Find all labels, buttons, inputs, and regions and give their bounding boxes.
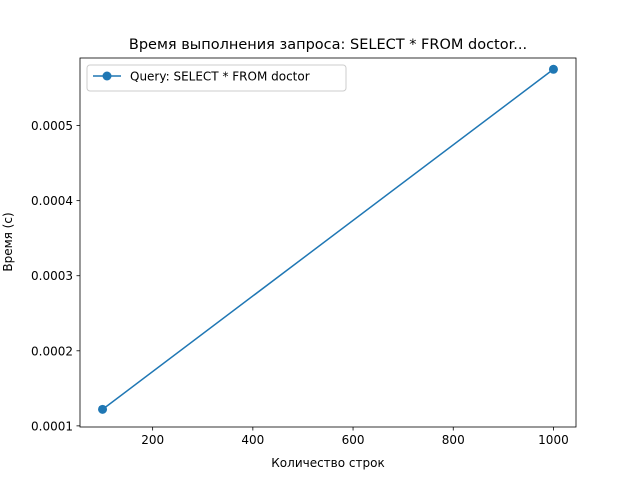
y-axis-label: Время (с) bbox=[1, 212, 15, 271]
x-tick-label: 800 bbox=[442, 433, 465, 447]
series-layer bbox=[98, 64, 558, 414]
data-point bbox=[548, 64, 558, 74]
legend-label: Query: SELECT * FROM doctor bbox=[130, 70, 310, 84]
y-tick-label: 0.0003 bbox=[31, 269, 73, 283]
data-point bbox=[98, 404, 108, 414]
x-tick-label: 600 bbox=[342, 433, 365, 447]
axes-frame bbox=[79, 57, 577, 428]
plot-area: 200 400 600 800 1000 0.00010.00020.00030.000… bbox=[31, 57, 577, 447]
y-tick-label: 0.0001 bbox=[31, 419, 73, 433]
x-tick-label: 400 bbox=[241, 433, 264, 447]
legend-marker-swatch bbox=[102, 71, 112, 81]
series-line bbox=[102, 68, 554, 410]
y-tick-label: 0.0004 bbox=[31, 194, 73, 208]
x-axis-ticks: 200 400 600 800 1000 bbox=[141, 427, 569, 447]
legend-box bbox=[86, 64, 347, 92]
x-tick-label: 1000 bbox=[538, 433, 569, 447]
chart-title: Время выполнения запроса: SELECT * FROM … bbox=[129, 37, 527, 53]
x-tick-label: 200 bbox=[141, 433, 164, 447]
x-axis-label: Количество строк bbox=[271, 456, 384, 470]
y-axis-ticks: 0.0001 0.0002 0.0003 0.0004 0.0005 bbox=[31, 119, 80, 433]
y-tick-label: 0.0002 bbox=[31, 344, 73, 358]
y-tick-label: 0.0005 bbox=[31, 119, 73, 133]
legend: Query: SELECT * FROM doctor bbox=[86, 64, 347, 92]
